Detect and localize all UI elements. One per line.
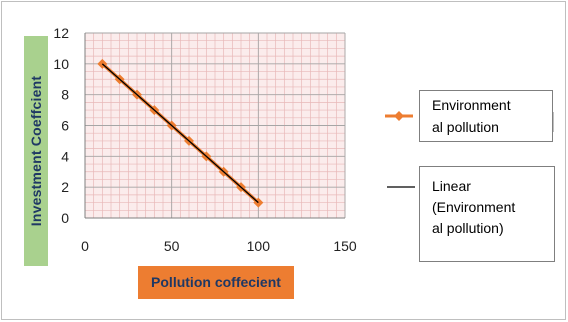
x-axis-label-background: [138, 266, 294, 299]
legend-series-box: [419, 90, 553, 142]
legend-series-label-line1: Environment: [432, 97, 511, 113]
x-tick-label: 0: [81, 238, 89, 254]
y-tick-label: 6: [61, 118, 69, 134]
legend-trendline-swatch: [387, 186, 415, 188]
trendline: [101, 63, 259, 204]
y-tick-label: 0: [61, 210, 69, 226]
y-tick-label: 8: [61, 87, 69, 103]
y-tick-label: 2: [61, 179, 69, 195]
legend-trendline-box: [419, 166, 555, 262]
x-tick-label: 50: [164, 238, 180, 254]
y-tick-label: 12: [53, 25, 69, 41]
legend-series-label-line2: al pollution: [432, 119, 499, 135]
y-tick-label: 4: [61, 148, 69, 164]
x-tick-label: 100: [247, 238, 271, 254]
legend-trendline-label-line1: Linear: [432, 178, 471, 194]
legend-trendline-label-line3: al pollution): [432, 220, 504, 236]
y-axis-label-background: [24, 36, 48, 266]
y-tick-label: 10: [53, 56, 69, 72]
legend-series-swatch: [385, 111, 413, 121]
x-tick-label: 150: [333, 238, 357, 254]
x-axis-label: Pollution coffecient: [151, 274, 281, 290]
legend-divider: [553, 112, 554, 132]
legend-trendline-label-line2: (Environment: [432, 199, 516, 215]
